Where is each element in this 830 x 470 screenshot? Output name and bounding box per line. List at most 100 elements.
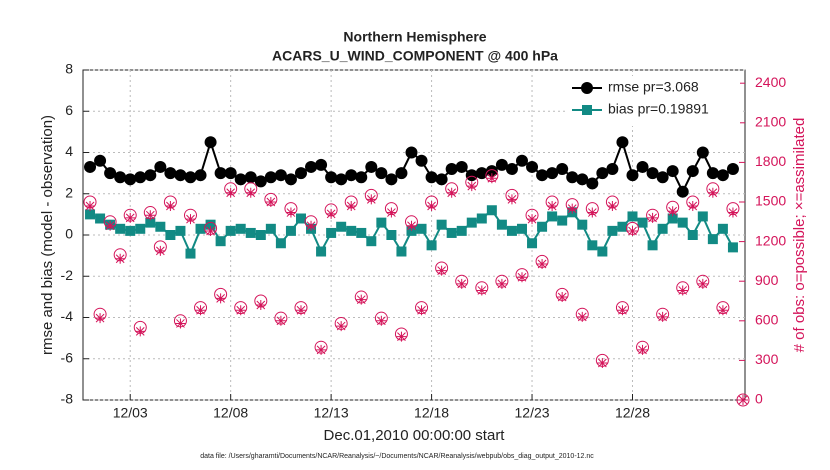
data-point — [234, 173, 247, 186]
data-point — [527, 238, 538, 249]
data-point — [576, 173, 589, 186]
data-point — [114, 171, 127, 184]
data-point — [436, 265, 447, 276]
data-point — [376, 217, 387, 228]
data-point — [265, 223, 276, 234]
data-point — [557, 215, 568, 226]
data-point — [184, 171, 197, 184]
data-point — [687, 200, 698, 211]
data-point — [204, 136, 217, 149]
data-point — [547, 211, 558, 222]
data-point — [717, 223, 728, 234]
data-point — [537, 259, 548, 270]
data-point — [647, 212, 658, 223]
data-point — [255, 230, 266, 240]
data-point — [215, 293, 226, 304]
data-point — [406, 220, 417, 231]
data-point — [385, 173, 398, 186]
data-point — [134, 171, 147, 184]
data-point — [105, 220, 116, 231]
data-point — [405, 146, 418, 159]
y-tick-label: -8 — [61, 391, 74, 407]
data-point — [706, 167, 719, 180]
data-point — [125, 212, 136, 223]
data-point — [125, 225, 136, 236]
chart-title: Northern Hemisphere — [343, 29, 486, 45]
data-point — [536, 169, 549, 182]
data-point — [135, 326, 146, 337]
data-point — [195, 305, 206, 316]
data-point — [386, 207, 397, 218]
data-point — [346, 200, 357, 211]
data-point — [326, 227, 337, 238]
data-point — [275, 238, 286, 249]
data-point — [145, 210, 156, 221]
data-point — [607, 200, 618, 211]
data-point — [636, 160, 649, 173]
data-point — [155, 245, 166, 256]
data-point — [516, 223, 527, 234]
data-point — [264, 171, 277, 184]
data-point — [115, 253, 126, 264]
data-point — [496, 219, 507, 230]
data-point — [727, 207, 738, 218]
y2-tick-label: 2100 — [755, 114, 786, 130]
footnote: data file: /Users/gharamti/Documents/NCA… — [200, 453, 594, 460]
data-point — [395, 167, 408, 180]
data-point — [95, 313, 106, 324]
data-point — [556, 163, 569, 175]
data-point — [646, 167, 659, 180]
data-point — [557, 292, 568, 303]
data-point — [274, 169, 287, 182]
data-point — [465, 169, 478, 182]
data-point — [426, 240, 437, 251]
data-point — [366, 236, 377, 247]
data-point — [737, 395, 748, 405]
y2-tick-label: 600 — [755, 312, 779, 328]
data-point — [726, 163, 739, 175]
y-tick-label: 8 — [65, 61, 73, 77]
data-point — [586, 177, 599, 190]
data-point — [115, 223, 126, 234]
data-point — [637, 217, 648, 228]
x-tick-label: 12/08 — [213, 405, 248, 421]
data-point — [627, 226, 638, 237]
data-point — [306, 220, 317, 231]
data-point — [566, 171, 579, 184]
data-point — [687, 230, 698, 240]
data-point — [637, 344, 648, 355]
legend-marker — [581, 82, 593, 94]
data-point — [154, 160, 167, 173]
data-point — [345, 169, 358, 182]
y2-tick-label: 900 — [755, 272, 779, 288]
data-point — [496, 278, 507, 289]
data-point — [144, 169, 157, 182]
data-point — [85, 209, 96, 220]
data-point — [597, 246, 608, 257]
data-point — [316, 344, 327, 355]
data-point — [375, 167, 388, 180]
data-point — [265, 197, 276, 207]
data-point — [537, 221, 548, 232]
data-point — [667, 206, 678, 217]
data-point — [84, 160, 97, 173]
x-tick-label: 12/23 — [515, 405, 550, 421]
data-point — [516, 272, 527, 283]
data-point — [505, 163, 518, 175]
data-point — [677, 285, 688, 296]
data-point — [225, 187, 236, 198]
data-point — [355, 171, 368, 184]
data-point — [295, 213, 306, 224]
y-tick-label: -2 — [61, 267, 74, 283]
data-point — [617, 305, 628, 316]
data-point — [95, 213, 106, 224]
data-point — [425, 171, 438, 184]
data-point — [255, 299, 266, 310]
data-point — [174, 169, 187, 182]
data-point — [435, 173, 448, 186]
data-point — [285, 207, 296, 218]
data-point — [626, 169, 639, 182]
data-point — [316, 246, 327, 257]
data-point — [456, 225, 467, 236]
